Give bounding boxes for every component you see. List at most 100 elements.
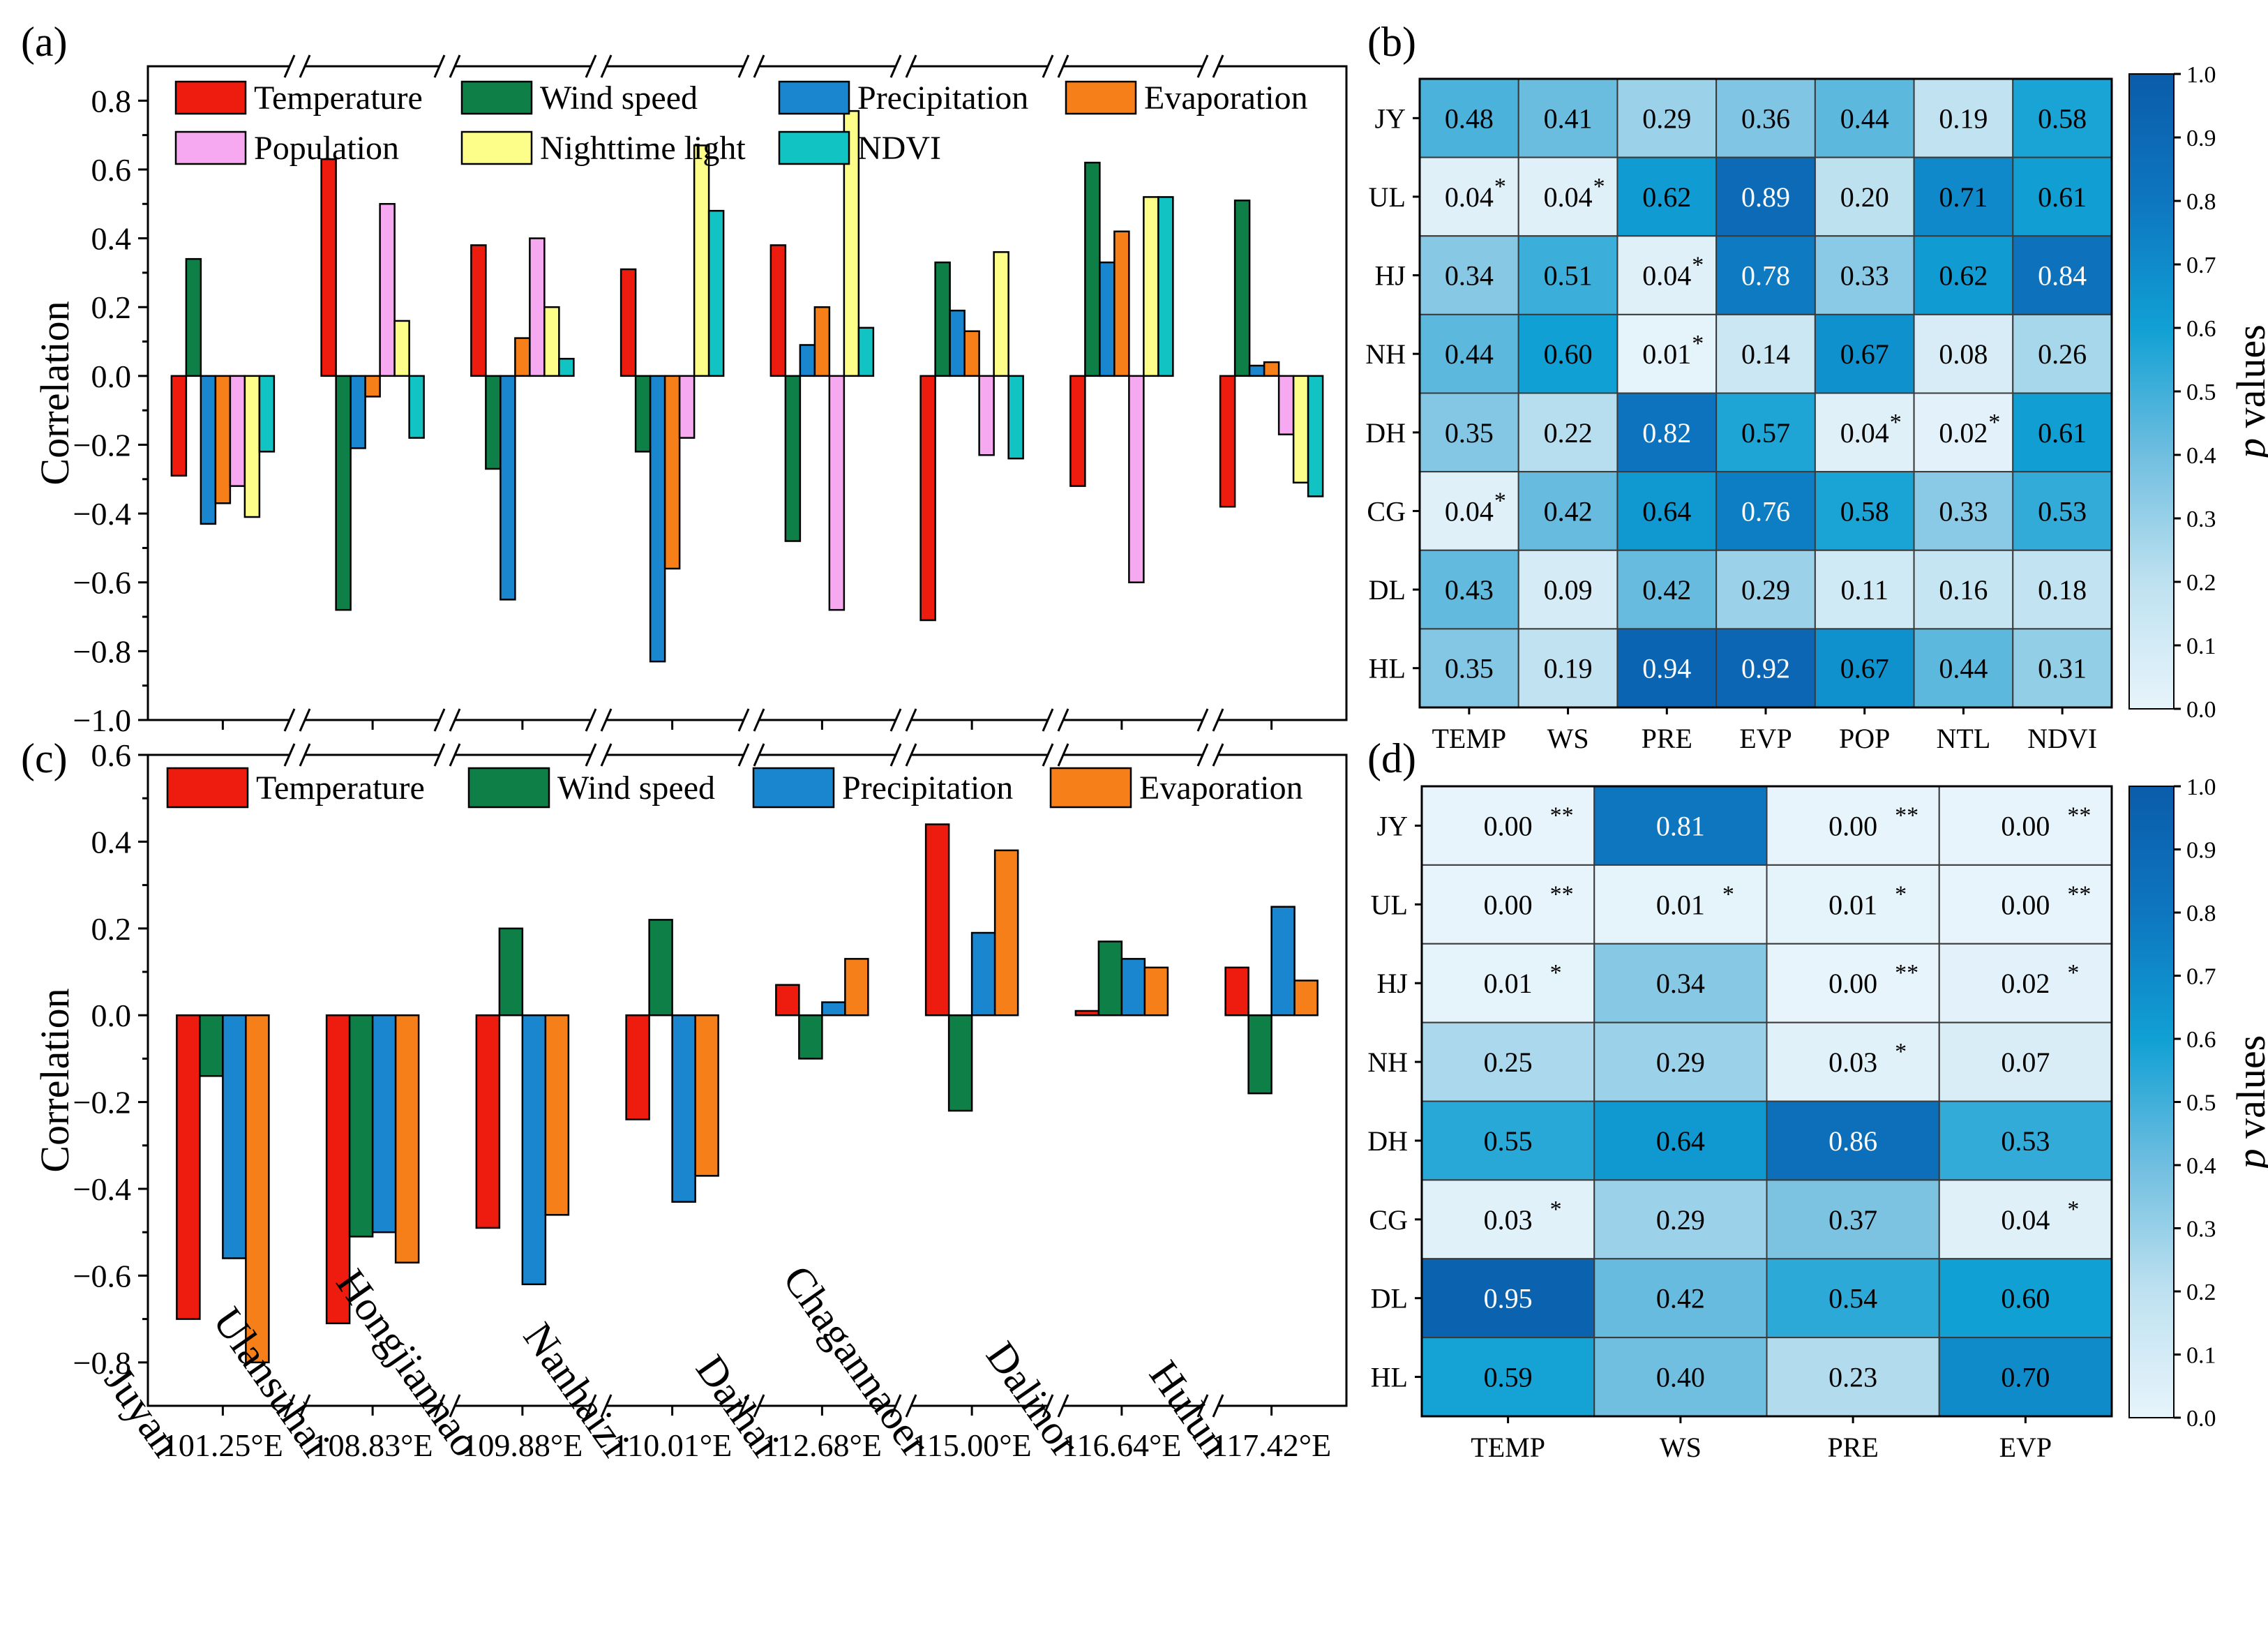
colorbar-tick-label-d-3: 0.3 xyxy=(2186,1217,2216,1243)
heat-value-d-3-3: 0.07 xyxy=(2001,1047,2050,1078)
significance-mark-b-2-2: * xyxy=(1692,253,1704,278)
bar-c-2-4 xyxy=(821,1001,846,1017)
axis-break-mark-a-6-0b xyxy=(1212,54,1224,78)
heat-value-b-6-6: 0.18 xyxy=(2038,574,2087,606)
bar-a-3-7 xyxy=(1263,361,1280,377)
heatmap-panel-d: 0.00 ** 0.81 0.00 ** 0.00 **0.00 ** 0.01 * 0.01 * 0.… xyxy=(1367,735,2268,1463)
heat-cell-b-5-0 xyxy=(1419,471,1519,551)
heat-cell-b-0-0 xyxy=(1419,78,1519,158)
heat-cell-b-0-2 xyxy=(1616,78,1718,158)
axis-break-mark-c-0-0b xyxy=(299,743,311,767)
axis-break-gap-c-4-0 xyxy=(896,745,910,765)
axis-break-mark-c-2-1b xyxy=(600,1394,613,1418)
heat-col-label-b-5: NTL xyxy=(1937,723,1991,754)
heat-row-label-d-0: JY xyxy=(1377,810,1408,841)
legend-label-c-2: Precipitation xyxy=(842,770,1013,807)
panel-label-a: (a) xyxy=(21,19,68,65)
heat-value-b-7-2: 0.94 xyxy=(1642,653,1691,684)
bar-a-1-2 xyxy=(485,375,502,470)
colorbar-tick-label-b-0: 0.0 xyxy=(2186,697,2216,723)
xtick-label-c-0: 101.25°E xyxy=(163,1427,283,1463)
heat-cell-d-4-2 xyxy=(1766,1100,1940,1181)
axis-break-gap-c-2-0 xyxy=(592,745,606,765)
bar-a-3-6 xyxy=(1113,230,1130,377)
bar-a-0-0 xyxy=(170,375,188,477)
xtick-label-c-5: 115.00°E xyxy=(912,1427,1031,1463)
ytick-label-c-7: 0.6 xyxy=(91,737,132,773)
bar-a-4-7 xyxy=(1277,375,1295,435)
heat-row-label-b-0: JY xyxy=(1375,103,1406,134)
bar-a-3-0 xyxy=(214,375,232,504)
bar-a-5-6 xyxy=(1143,196,1159,377)
heat-row-label-b-2: HJ xyxy=(1375,260,1406,292)
heat-cell-b-3-6 xyxy=(2012,313,2112,394)
ylabel-c: Correlation xyxy=(32,988,77,1172)
axis-break-mark-c-3-1a xyxy=(737,1394,750,1418)
legend-label-a-0: Temperature xyxy=(254,80,423,117)
axis-break-gap-c-6-0 xyxy=(1203,745,1217,765)
bar-a-5-5 xyxy=(993,251,1009,377)
axis-break-mark-a-5-1a xyxy=(1042,708,1054,732)
heat-col-label-d-1: WS xyxy=(1660,1432,1702,1463)
axis-break-mark-c-6-0a xyxy=(1196,743,1209,767)
axis-break-gap-a-4-1 xyxy=(896,710,910,730)
axis-break-mark-c-1-1a xyxy=(433,1394,446,1418)
bar-c-3-3 xyxy=(694,1014,719,1177)
axis-break-mark-a-5-0b xyxy=(1057,54,1069,78)
heat-value-b-7-0: 0.35 xyxy=(1445,653,1494,684)
heat-value-b-0-6: 0.58 xyxy=(2038,103,2087,134)
bar-a-2-1 xyxy=(350,375,366,449)
colorbar-tick-label-d-8: 0.8 xyxy=(2186,901,2216,927)
heat-col-label-d-0: TEMP xyxy=(1471,1432,1545,1463)
heat-value-d-7-1: 0.40 xyxy=(1656,1362,1705,1393)
heat-value-b-1-2: 0.62 xyxy=(1642,181,1691,213)
axis-break-mark-a-5-0a xyxy=(1042,54,1054,78)
heat-value-b-6-1: 0.09 xyxy=(1544,574,1593,606)
panel-label-c: (c) xyxy=(21,735,68,781)
ytick-label-c-5: 0.2 xyxy=(91,911,132,947)
axis-break-mark-c-5-1b xyxy=(1057,1394,1069,1418)
heat-row-label-b-4: DH xyxy=(1365,417,1406,449)
heat-cell-b-7-2 xyxy=(1616,628,1718,708)
axis-break-mark-c-6-1a xyxy=(1196,1394,1209,1418)
heat-cell-b-7-0 xyxy=(1419,628,1519,708)
colorbar-tick-label-d-0: 0.0 xyxy=(2186,1406,2216,1432)
bar-c-3-1 xyxy=(394,1014,420,1263)
bar-c-1-6 xyxy=(1097,940,1123,1017)
heat-cell-d-7-2 xyxy=(1766,1337,1940,1417)
legend-swatch-a-1 xyxy=(460,80,533,115)
axis-break-gap-c-0-0 xyxy=(290,745,304,765)
bar-a-5-2 xyxy=(543,306,560,377)
heat-value-b-1-1: 0.04 xyxy=(1544,181,1593,213)
heat-value-d-6-3: 0.60 xyxy=(2001,1283,2050,1314)
xtick-label-c-4: 112.68°E xyxy=(763,1427,882,1463)
ylabel-a: Correlation xyxy=(32,301,77,485)
heat-cell-d-1-1 xyxy=(1593,864,1768,945)
bar-c-0-5 xyxy=(924,823,950,1017)
heat-col-label-b-2: PRE xyxy=(1642,723,1692,754)
heat-value-b-0-0: 0.48 xyxy=(1445,103,1494,134)
significance-mark-d-2-3: * xyxy=(2067,960,2079,986)
heat-cell-d-6-2 xyxy=(1766,1258,1940,1339)
heat-value-d-0-0: 0.00 xyxy=(1484,810,1533,841)
significance-mark-d-2-0: * xyxy=(1550,960,1562,986)
significance-mark-d-0-3: ** xyxy=(2067,802,2091,828)
legend-swatch-a-6 xyxy=(778,130,850,165)
heat-value-b-3-6: 0.26 xyxy=(2038,338,2087,370)
legend-swatch-a-3 xyxy=(1065,80,1137,115)
heat-cell-d-7-0 xyxy=(1421,1337,1595,1417)
axis-break-gap-c-1-1 xyxy=(440,1396,454,1416)
axis-break-mark-a-4-0a xyxy=(889,54,902,78)
heat-cell-d-0-0 xyxy=(1421,786,1595,866)
bar-a-4-3 xyxy=(678,375,696,439)
heat-value-b-6-2: 0.42 xyxy=(1642,574,1691,606)
heat-value-d-1-3: 0.00 xyxy=(2001,889,2050,920)
significance-mark-d-0-0: ** xyxy=(1550,802,1574,828)
bar-a-0-4 xyxy=(769,244,787,377)
heat-cell-d-2-3 xyxy=(1938,943,2112,1023)
axis-break-gap-a-2-0 xyxy=(592,57,606,76)
heat-value-d-0-3: 0.00 xyxy=(2001,810,2050,841)
axis-break-mark-c-1-0a xyxy=(433,743,446,767)
bar-a-4-2 xyxy=(529,237,546,377)
